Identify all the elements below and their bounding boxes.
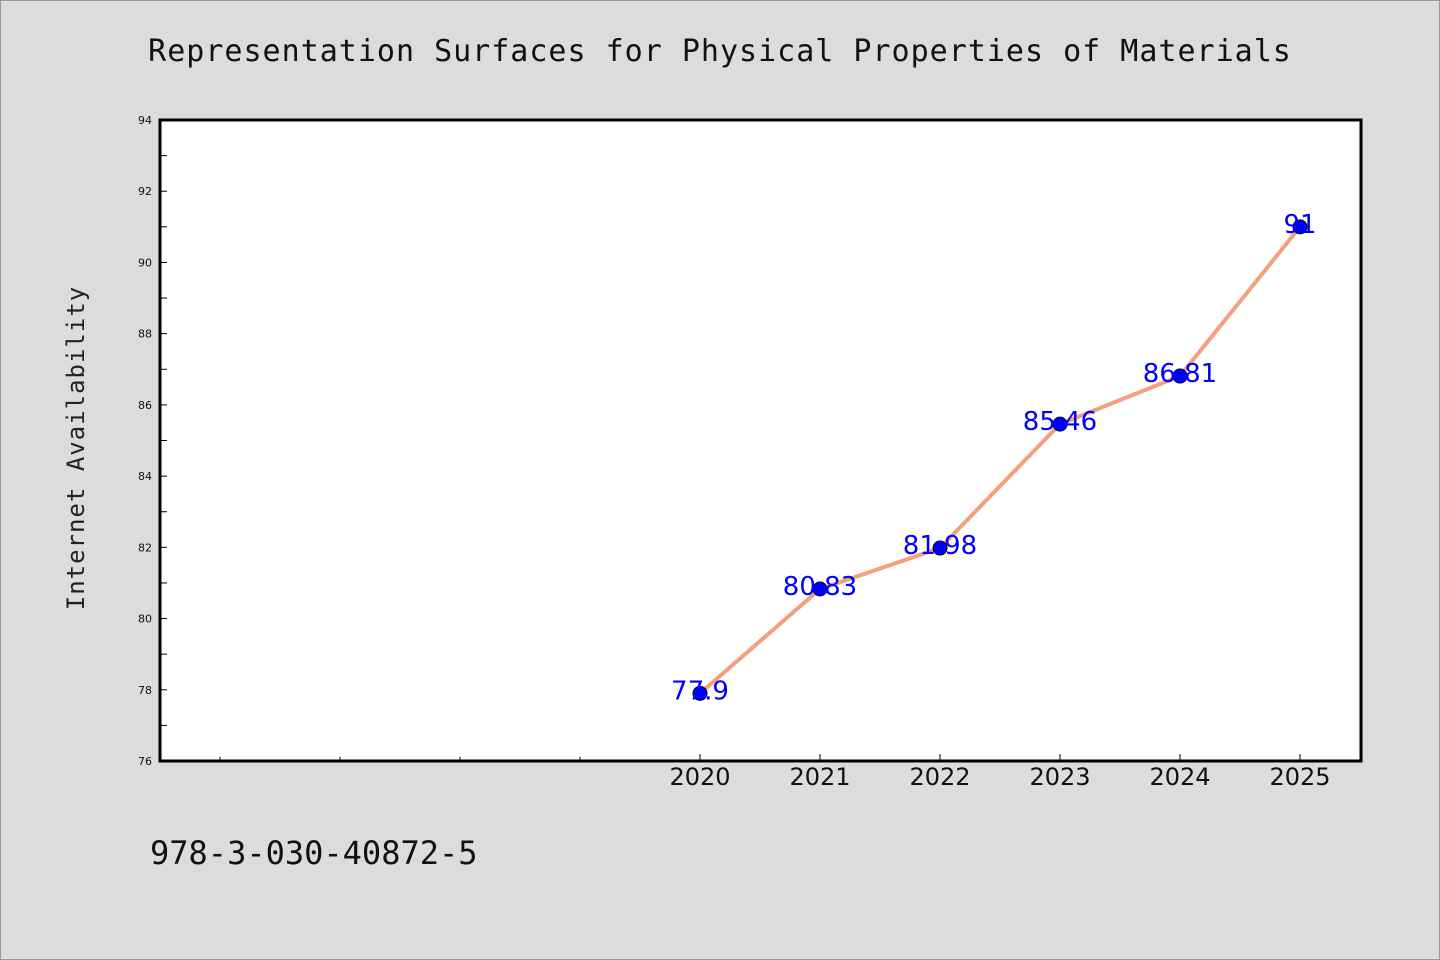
x-tick-label: 2024 — [1149, 763, 1210, 791]
data-point — [1172, 368, 1188, 384]
data-point — [932, 540, 948, 556]
data-label: 86.81 — [1143, 359, 1217, 389]
x-axis: 2020 2021 2022 2023 2024 2025 — [219, 754, 1331, 791]
data-point — [692, 685, 708, 701]
x-tick-label: 2020 — [669, 763, 730, 791]
chart-title: Representation Surfaces for Physical Pro… — [148, 34, 1292, 69]
y-tick-label: 82 — [138, 541, 152, 554]
data-label: 91 — [1283, 210, 1316, 240]
y-tick-label: 90 — [138, 256, 152, 269]
data-label: 85.46 — [1023, 407, 1097, 437]
data-point — [1292, 219, 1308, 235]
data-markers — [692, 219, 1308, 701]
y-tick-label: 84 — [138, 470, 152, 483]
data-point — [1052, 416, 1068, 432]
data-label: 77.9 — [671, 676, 729, 706]
plot-area — [158, 118, 1363, 763]
data-point — [812, 581, 828, 597]
y-tick-label: 76 — [138, 755, 152, 768]
x-tick-label: 2023 — [1029, 763, 1090, 791]
data-label: 81.98 — [903, 531, 977, 561]
y-tick-label: 86 — [138, 399, 152, 412]
x-tick-label: 2021 — [789, 763, 850, 791]
y-tick-label: 92 — [138, 185, 152, 198]
x-tick-label: 2022 — [909, 763, 970, 791]
y-tick-label: 94 — [138, 114, 152, 127]
data-labels: 77.9 80.83 81.98 85.46 86.81 91 — [671, 210, 1316, 707]
y-axis: 76 78 80 82 84 86 88 90 92 94 — [138, 114, 167, 768]
y-tick-label: 88 — [138, 328, 152, 341]
y-tick-label: 78 — [138, 684, 152, 697]
x-tick-label: 2025 — [1269, 763, 1330, 791]
series-line — [698, 225, 1302, 695]
isbn-text: 978-3-030-40872-5 — [150, 834, 478, 872]
y-tick-label: 80 — [138, 613, 152, 626]
data-label: 80.83 — [783, 572, 857, 602]
